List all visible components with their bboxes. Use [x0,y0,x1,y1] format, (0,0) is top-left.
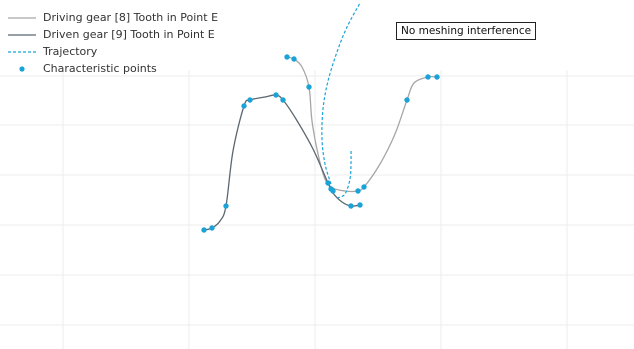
plot-grid [0,70,634,349]
legend-item-driven-gear[interactable]: Driven gear [9] Tooth in Point E [8,26,218,43]
series-line-driving-gear-8-tooth-in-point-e [286,56,438,193]
characteristic-point[interactable] [361,184,367,190]
characteristic-point[interactable] [280,97,286,103]
characteristic-point[interactable] [425,74,431,80]
characteristic-point[interactable] [325,180,331,186]
characteristic-point[interactable] [330,188,336,194]
characteristic-point[interactable] [306,84,312,90]
characteristic-point[interactable] [209,225,215,231]
characteristic-point[interactable] [357,202,363,208]
characteristic-point[interactable] [273,92,279,98]
line-icon [8,29,36,41]
legend-item-characteristic-points[interactable]: Characteristic points [8,60,218,77]
legend-label: Driven gear [9] Tooth in Point E [43,28,215,41]
legend-item-driving-gear[interactable]: Driving gear [8] Tooth in Point E [8,9,218,26]
characteristic-point[interactable] [434,74,440,80]
legend-label: Trajectory [43,45,98,58]
characteristic-point[interactable] [284,54,290,60]
characteristic-point[interactable] [291,56,297,62]
series-line-driven-gear-9-tooth-in-point-e [203,94,361,231]
legend-label: Characteristic points [43,62,157,75]
dashed-line-icon [8,46,36,58]
characteristic-point[interactable] [348,203,354,209]
legend-item-trajectory[interactable]: Trajectory [8,43,218,60]
characteristic-point[interactable] [201,227,207,233]
characteristic-points-layer [201,54,440,233]
characteristic-point[interactable] [241,103,247,109]
dot-icon [8,63,36,75]
characteristic-point[interactable] [223,203,229,209]
characteristic-point[interactable] [404,97,410,103]
legend-label: Driving gear [8] Tooth in Point E [43,11,219,24]
characteristic-point[interactable] [355,188,361,194]
line-icon [8,12,36,24]
legend: Driving gear [8] Tooth in Point E Driven… [8,9,218,77]
series-line-trajectory [321,2,361,185]
series-line-trajectory [336,148,352,199]
characteristic-point[interactable] [247,97,253,103]
interference-status-box: No meshing interference [396,22,537,40]
